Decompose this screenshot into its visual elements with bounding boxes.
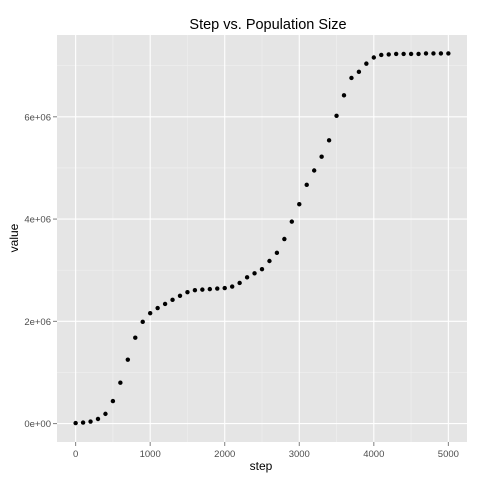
data-point bbox=[95, 416, 101, 422]
data-point bbox=[229, 284, 235, 289]
data-point bbox=[319, 154, 324, 159]
data-point bbox=[118, 380, 123, 385]
data-point bbox=[356, 69, 362, 75]
x-tick-label: 2000 bbox=[214, 449, 235, 460]
data-point bbox=[103, 411, 108, 417]
data-points bbox=[73, 51, 451, 426]
data-point bbox=[289, 219, 295, 224]
data-point bbox=[155, 305, 160, 311]
data-point bbox=[438, 51, 444, 56]
data-point bbox=[192, 287, 198, 293]
data-point bbox=[326, 138, 332, 143]
data-point bbox=[386, 52, 391, 57]
data-point bbox=[133, 335, 138, 340]
data-point bbox=[170, 297, 175, 303]
data-point bbox=[423, 51, 429, 56]
x-tick-label: 1000 bbox=[140, 449, 161, 460]
data-point bbox=[401, 51, 406, 57]
x-axis-label: step bbox=[250, 459, 273, 473]
data-point bbox=[431, 51, 436, 56]
data-point bbox=[207, 286, 213, 292]
data-point bbox=[88, 419, 93, 424]
x-tick-label: 3000 bbox=[289, 449, 310, 460]
data-point bbox=[244, 275, 250, 280]
chart-title: Step vs. Population Size bbox=[189, 17, 346, 33]
data-point bbox=[297, 202, 302, 207]
data-point bbox=[185, 289, 190, 295]
data-point bbox=[140, 319, 145, 325]
data-point bbox=[162, 301, 168, 307]
y-tick-label: 0e+00 bbox=[24, 419, 51, 430]
data-point bbox=[274, 250, 280, 256]
data-point bbox=[349, 75, 354, 81]
data-point bbox=[364, 61, 369, 66]
data-point bbox=[393, 51, 399, 57]
y-tick-label: 2e+06 bbox=[24, 317, 51, 328]
data-point bbox=[222, 285, 227, 291]
data-point bbox=[252, 271, 257, 276]
data-point bbox=[73, 420, 78, 426]
x-tick-label: 4000 bbox=[363, 449, 384, 460]
data-point bbox=[200, 287, 205, 292]
data-point bbox=[125, 357, 131, 362]
y-axis-label: value bbox=[7, 223, 21, 252]
data-point bbox=[379, 52, 384, 58]
x-tick-label: 5000 bbox=[438, 449, 459, 460]
data-point bbox=[110, 398, 116, 404]
major-gridlines bbox=[57, 35, 467, 442]
axis-ticks bbox=[53, 116, 449, 446]
data-point bbox=[408, 51, 414, 57]
y-tick-label: 6e+06 bbox=[24, 112, 51, 123]
axis-tick-labels: 0 1000 2000 3000 4000 5000 0e+00 2e+06 4e+06 6e+0… bbox=[24, 112, 459, 460]
data-point bbox=[341, 93, 347, 98]
data-point bbox=[304, 182, 309, 188]
data-point bbox=[147, 310, 153, 316]
data-point bbox=[334, 113, 339, 118]
data-point bbox=[237, 280, 242, 286]
y-tick-label: 4e+06 bbox=[24, 215, 51, 226]
data-point bbox=[371, 55, 377, 60]
data-point bbox=[215, 286, 220, 291]
data-point bbox=[177, 293, 183, 298]
data-point bbox=[282, 236, 287, 242]
data-point bbox=[267, 258, 272, 264]
x-tick-label: 0 bbox=[73, 449, 78, 460]
data-point bbox=[446, 51, 451, 56]
data-point bbox=[311, 168, 317, 173]
data-point bbox=[259, 266, 265, 272]
data-point bbox=[80, 420, 86, 425]
data-point bbox=[416, 51, 421, 57]
